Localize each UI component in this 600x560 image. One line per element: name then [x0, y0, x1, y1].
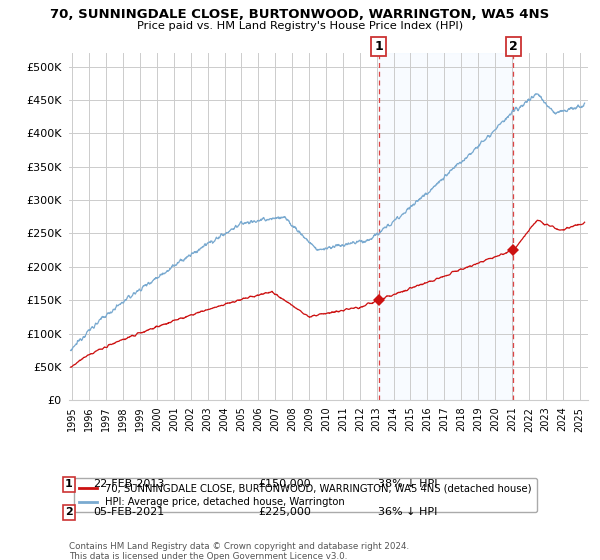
- Text: 1: 1: [374, 40, 383, 53]
- Legend: 70, SUNNINGDALE CLOSE, BURTONWOOD, WARRINGTON, WA5 4NS (detached house), HPI: Av: 70, SUNNINGDALE CLOSE, BURTONWOOD, WARRI…: [74, 478, 536, 512]
- Text: 1: 1: [65, 479, 73, 489]
- Text: £150,000: £150,000: [258, 479, 311, 489]
- Text: 22-FEB-2013: 22-FEB-2013: [93, 479, 164, 489]
- Text: Price paid vs. HM Land Registry's House Price Index (HPI): Price paid vs. HM Land Registry's House …: [137, 21, 463, 31]
- Text: 2: 2: [65, 507, 73, 517]
- Bar: [379, 53, 514, 400]
- Text: 36% ↓ HPI: 36% ↓ HPI: [378, 507, 437, 517]
- Text: £225,000: £225,000: [258, 507, 311, 517]
- Text: 70, SUNNINGDALE CLOSE, BURTONWOOD, WARRINGTON, WA5 4NS: 70, SUNNINGDALE CLOSE, BURTONWOOD, WARRI…: [50, 8, 550, 21]
- Text: Contains HM Land Registry data © Crown copyright and database right 2024.
This d: Contains HM Land Registry data © Crown c…: [69, 542, 409, 560]
- Text: 38% ↓ HPI: 38% ↓ HPI: [378, 479, 437, 489]
- Text: 2: 2: [509, 40, 518, 53]
- Text: 05-FEB-2021: 05-FEB-2021: [93, 507, 164, 517]
